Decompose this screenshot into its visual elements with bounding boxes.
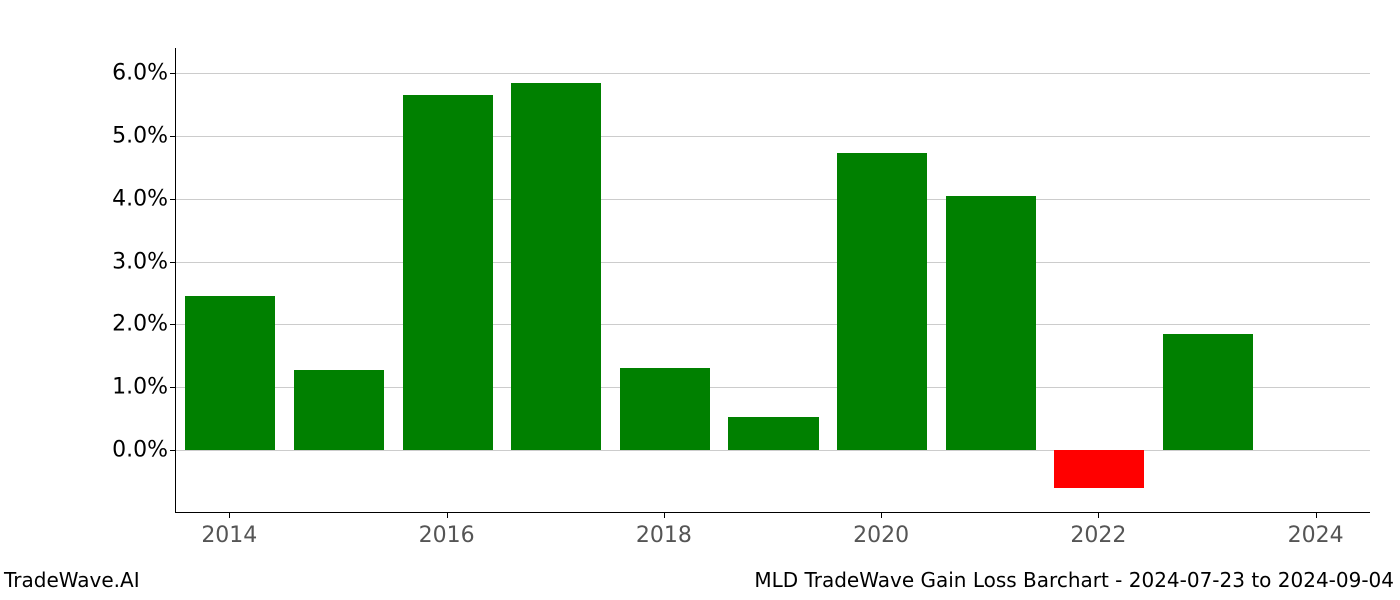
y-tick-mark: [170, 136, 175, 137]
bar: [728, 417, 818, 450]
x-tick-label: 2022: [1070, 523, 1126, 548]
y-tick-mark: [170, 324, 175, 325]
chart-plot-area: [175, 48, 1370, 513]
bar: [294, 370, 384, 450]
bar: [1163, 334, 1253, 450]
gridline: [176, 136, 1370, 137]
x-tick-label: 2020: [853, 523, 909, 548]
gridline: [176, 199, 1370, 200]
x-tick-mark: [229, 513, 230, 518]
y-tick-label: 1.0%: [112, 375, 168, 400]
bar: [1054, 450, 1144, 488]
y-tick-label: 4.0%: [112, 186, 168, 211]
gridline: [176, 262, 1370, 263]
y-tick-mark: [170, 73, 175, 74]
bar: [511, 83, 601, 451]
x-tick-label: 2018: [636, 523, 692, 548]
x-tick-mark: [1098, 513, 1099, 518]
x-tick-label: 2014: [201, 523, 257, 548]
y-tick-label: 3.0%: [112, 249, 168, 274]
x-tick-label: 2024: [1288, 523, 1344, 548]
footer-brand: TradeWave.AI: [4, 568, 140, 592]
x-tick-mark: [664, 513, 665, 518]
x-tick-mark: [1316, 513, 1317, 518]
bar: [185, 296, 275, 450]
x-tick-label: 2016: [419, 523, 475, 548]
y-tick-label: 2.0%: [112, 312, 168, 337]
x-tick-mark: [447, 513, 448, 518]
gridline: [176, 324, 1370, 325]
gridline: [176, 450, 1370, 451]
y-tick-label: 0.0%: [112, 438, 168, 463]
y-tick-mark: [170, 199, 175, 200]
gridline: [176, 73, 1370, 74]
bar: [946, 196, 1036, 450]
y-tick-label: 5.0%: [112, 123, 168, 148]
bar: [403, 95, 493, 450]
y-tick-mark: [170, 450, 175, 451]
bar: [837, 153, 927, 450]
footer-caption: MLD TradeWave Gain Loss Barchart - 2024-…: [754, 568, 1394, 592]
bar: [620, 368, 710, 450]
y-tick-mark: [170, 262, 175, 263]
y-tick-mark: [170, 387, 175, 388]
y-tick-label: 6.0%: [112, 61, 168, 86]
x-tick-mark: [881, 513, 882, 518]
